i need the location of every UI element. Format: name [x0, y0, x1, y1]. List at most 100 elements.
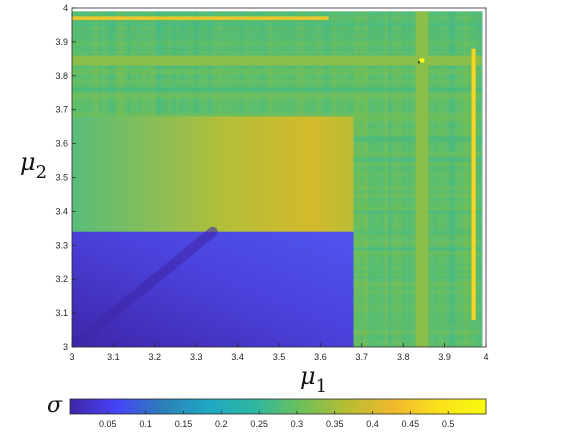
y-tick-label: 3	[63, 342, 68, 352]
texture-stripe	[437, 11, 444, 347]
x-tick-label: 3.9	[438, 352, 451, 362]
x-tick-label: 3.7	[356, 352, 369, 362]
region-band-horizontal	[72, 55, 482, 66]
x-tick-label: 3.5	[273, 352, 286, 362]
heatmap-area	[72, 8, 486, 347]
texture-stripe	[72, 36, 482, 41]
region-band-vertical	[415, 11, 429, 347]
texture-stripe	[359, 11, 366, 347]
y-tick-label: 3.2	[55, 274, 68, 284]
texture-stripe	[429, 11, 436, 347]
texture-stripe	[433, 11, 437, 347]
texture-stripe	[72, 36, 482, 42]
texture-stripe	[390, 11, 397, 347]
texture-stripe	[359, 11, 363, 347]
texture-stripe	[449, 11, 453, 347]
region-dark-spot	[418, 61, 420, 64]
texture-stripe	[72, 114, 482, 118]
texture-stripe	[445, 11, 452, 347]
region-lower-left-block	[72, 231, 354, 347]
texture-stripe	[72, 91, 482, 95]
y-axis-ticks: 3 3.1 3.2 3.3 3.4 3.5 3.6 3.7 3.8 3.9 4	[55, 3, 76, 352]
colorbar-tick-label: 0.3	[291, 419, 304, 429]
texture-stripe	[388, 11, 395, 347]
texture-stripe	[72, 86, 482, 90]
x-tick-label: 4	[483, 352, 488, 362]
y-tick-label: 4	[63, 3, 68, 13]
texture-stripe	[72, 70, 482, 72]
colorbar-tick-label: 0.05	[99, 419, 117, 429]
texture-stripe	[72, 112, 482, 115]
y-tick-label: 3.3	[55, 240, 68, 250]
region-line-vertical	[471, 48, 476, 320]
y-tick-label: 3.4	[55, 206, 68, 216]
texture-stripe	[363, 11, 369, 347]
texture-stripe	[463, 11, 466, 347]
colorbar-tick-label: 0.4	[366, 419, 379, 429]
texture-stripe	[443, 11, 448, 347]
texture-stripe	[358, 11, 362, 347]
region-upper-left-block	[72, 116, 354, 232]
texture-stripe	[72, 89, 482, 94]
texture-stripe	[72, 13, 482, 18]
texture-stripe	[368, 11, 375, 347]
texture-stripe	[72, 69, 482, 75]
texture-stripe	[72, 115, 482, 118]
texture-stripe	[354, 11, 360, 347]
region-line-horizontal	[72, 16, 329, 20]
y-tick-label: 3.6	[55, 139, 68, 149]
texture-stripe	[370, 11, 377, 347]
colorbar-tick-label: 0.5	[442, 419, 455, 429]
x-tick-label: 3	[69, 352, 74, 362]
texture-stripe	[370, 11, 376, 347]
x-tick-label: 3.6	[314, 352, 327, 362]
texture-stripe	[72, 12, 482, 18]
texture-stripe	[433, 11, 439, 347]
colorbar-tick-label: 0.15	[175, 419, 193, 429]
y-tick-label: 3.9	[55, 37, 68, 47]
texture-stripe	[358, 11, 361, 347]
texture-stripe	[409, 11, 414, 347]
x-axis-ticks: 3 3.1 3.2 3.3 3.4 3.5 3.6 3.7 3.8 3.9 4	[69, 343, 489, 362]
texture-stripe	[368, 11, 372, 347]
texture-stripe	[370, 11, 377, 347]
texture-stripe	[72, 19, 482, 25]
texture-stripe	[451, 11, 456, 347]
texture-stripe	[72, 37, 482, 43]
colorbar-label: σ	[47, 393, 63, 418]
texture-stripe	[72, 40, 482, 46]
texture-stripe	[459, 11, 463, 347]
texture-stripe	[403, 11, 409, 347]
texture-stripe	[72, 102, 482, 105]
colorbar-tick-label: 0.1	[139, 419, 152, 429]
texture-stripe	[464, 11, 468, 347]
texture-stripe	[72, 19, 482, 23]
texture-stripe	[405, 11, 408, 347]
texture-stripe	[72, 46, 482, 52]
texture-stripe	[363, 11, 368, 347]
texture-stripe	[72, 84, 482, 87]
colorbar-tick-label: 0.45	[402, 419, 420, 429]
colorbar-tick-label: 0.2	[215, 419, 228, 429]
texture-stripe	[72, 93, 482, 99]
y-tick-label: 3.1	[55, 308, 68, 318]
texture-stripe	[72, 91, 482, 94]
texture-stripe	[438, 11, 440, 347]
texture-stripe	[385, 11, 390, 347]
y-axis-label: μ2	[20, 148, 47, 183]
texture-stripe	[72, 110, 482, 113]
texture-stripe	[72, 53, 482, 58]
texture-stripe	[438, 11, 441, 347]
texture-stripe	[396, 11, 402, 347]
texture-stripe	[425, 11, 432, 347]
x-tick-label: 3.8	[397, 352, 410, 362]
texture-stripe	[373, 11, 377, 347]
texture-stripe	[444, 11, 451, 347]
texture-stripe	[72, 85, 482, 89]
colorbar-tick-label: 0.35	[326, 419, 344, 429]
y-tick-label: 3.8	[55, 71, 68, 81]
texture-stripe	[352, 11, 358, 347]
texture-stripe	[429, 11, 434, 347]
texture-stripe	[475, 11, 483, 347]
diagonal-minimum	[72, 226, 218, 347]
